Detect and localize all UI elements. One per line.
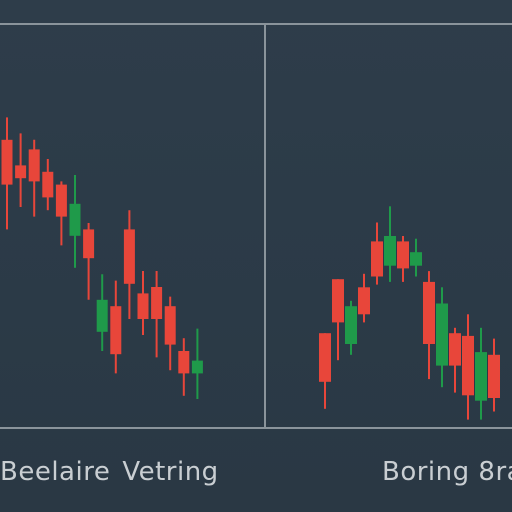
left-candle-3-body: [28, 149, 40, 182]
right-candle-3-body: [345, 306, 357, 344]
left-candle-5-body: [55, 184, 67, 217]
right-caption: Boring 8ra: [382, 457, 512, 487]
left-caption-word-1: Beelaire: [0, 457, 111, 487]
right-candle-1-body: [319, 333, 331, 382]
left-candle-13-body: [164, 306, 176, 345]
right-candle-7-body: [397, 241, 409, 269]
left-candle-9-body: [110, 306, 122, 355]
left-candle-11-body: [137, 293, 149, 319]
right-candle-13-body: [475, 352, 487, 401]
top-frame-line: [0, 23, 512, 25]
right-panel: [319, 206, 500, 420]
left-candle-10-body: [123, 229, 135, 284]
right-candle-9-body: [423, 281, 435, 344]
right-candle-12-body: [462, 335, 474, 396]
right-candle-group: [319, 206, 500, 420]
left-candle-2-body: [15, 165, 27, 179]
right-candle-11-body: [449, 333, 461, 366]
left-candle-12-body: [151, 287, 163, 319]
left-candle-6-body: [69, 203, 81, 236]
left-caption: Beelaire Vetring: [0, 452, 219, 492]
right-candle-8-body: [410, 252, 422, 266]
left-candle-15-body: [191, 360, 203, 374]
left-panel: [1, 24, 266, 428]
right-candle-4-body: [358, 287, 370, 315]
right-candle-10-body: [436, 303, 448, 366]
left-candle-4-body: [42, 171, 54, 198]
right-candle-5-body: [371, 241, 383, 277]
left-candle-7-body: [83, 229, 95, 259]
right-candle-6-body: [384, 236, 396, 266]
left-candle-14-body: [178, 351, 190, 374]
right-candle-2-body: [332, 279, 344, 323]
left-caption-word-2: Vetring: [122, 457, 219, 487]
right-candle-14-body: [488, 354, 500, 398]
left-candle-1-body: [1, 139, 13, 185]
left-candle-8-body: [96, 299, 108, 332]
left-candle-group: [1, 117, 203, 399]
